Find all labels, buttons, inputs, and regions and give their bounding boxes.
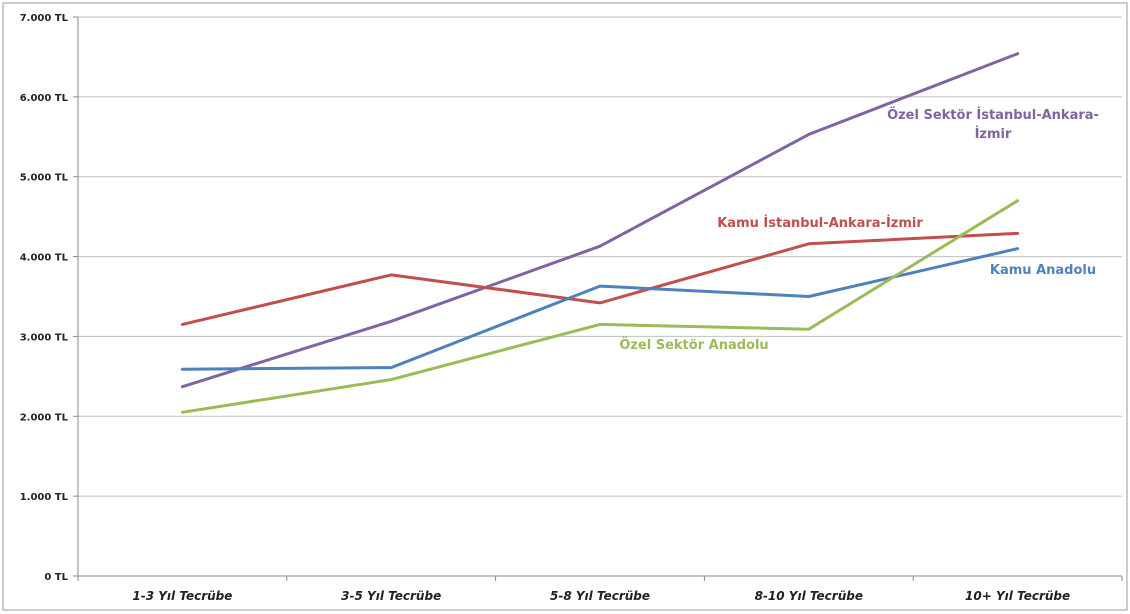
x-tick-label: 3-5 Yıl Tecrübe — [341, 589, 441, 603]
y-tick-label: 4.000 TL — [20, 253, 69, 264]
series-label-2: Kamu Anadolu — [990, 263, 1096, 278]
series-label-line: İzmir — [975, 126, 1012, 142]
y-tick-label: 5.000 TL — [20, 173, 69, 184]
series-label-line: Özel Sektör Anadolu — [619, 337, 768, 353]
y-tick-label: 0 TL — [44, 572, 68, 583]
series-label-line: Kamu Anadolu — [990, 263, 1096, 278]
series-line-2 — [180, 247, 1020, 371]
x-tick-label: 8-10 Yıl Tecrübe — [755, 589, 863, 603]
series-label-3: Özel Sektör Anadolu — [619, 337, 768, 353]
y-tick-label: 3.000 TL — [20, 332, 69, 343]
x-axis-tick-labels: 1-3 Yıl Tecrübe 3-5 Yıl Tecrübe 5-8 Yıl Te… — [132, 589, 1070, 603]
axes — [73, 16, 1123, 581]
x-tick-label: 1-3 Yıl Tecrübe — [132, 589, 232, 603]
series-line-3 — [180, 199, 1020, 414]
y-tick-label: 2.000 TL — [20, 412, 69, 423]
series-label-line: Kamu İstanbul-Ankara-İzmir — [717, 215, 923, 231]
series-label-0: Özel Sektör İstanbul-Ankara- İzmir — [887, 107, 1099, 142]
series-labels: Özel Sektör İstanbul-Ankara- İzmir Kamu İs… — [619, 107, 1099, 353]
gridlines — [78, 16, 1122, 497]
x-tick-label: 5-8 Yıl Tecrübe — [550, 589, 650, 603]
series-lines — [180, 52, 1020, 414]
series-line-0 — [180, 52, 1020, 389]
series-label-line: Özel Sektör İstanbul-Ankara- — [887, 107, 1099, 123]
x-tick-label: 10+ Yıl Tecrübe — [965, 589, 1070, 603]
y-tick-label: 1.000 TL — [20, 492, 69, 503]
y-tick-label: 7.000 TL — [20, 13, 69, 24]
series-label-1: Kamu İstanbul-Ankara-İzmir — [717, 215, 923, 231]
y-tick-label: 6.000 TL — [20, 93, 69, 104]
series-line-1 — [180, 231, 1020, 326]
y-axis-tick-labels: 0 TL 1.000 TL 2.000 TL 3.000 TL 4.000 TL 5.00… — [20, 13, 69, 583]
